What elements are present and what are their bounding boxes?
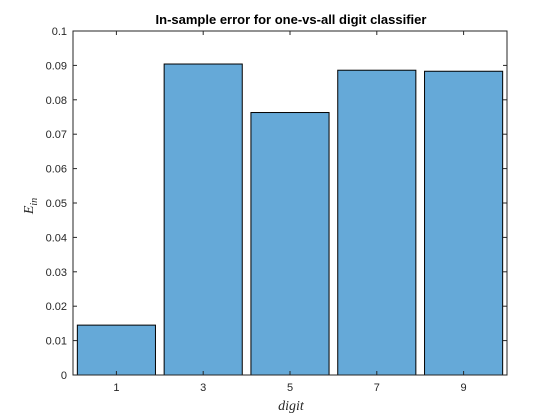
y-tick-label: 0.07 (46, 129, 67, 141)
x-tick-label: 3 (200, 382, 206, 394)
x-tick-label: 1 (113, 382, 119, 394)
bar-5 (250, 112, 330, 376)
y-tick-label: 0.01 (46, 336, 67, 348)
x-tick-label: 9 (461, 382, 467, 394)
y-tick-label: 0.06 (46, 164, 67, 176)
y-tick-label: 0.05 (46, 198, 67, 210)
y-tick-label: 0 (61, 370, 67, 382)
y-axis-label-main: E (22, 205, 37, 215)
y-tick-label: 0.08 (46, 95, 67, 107)
y-tick-label: 0.03 (46, 267, 67, 279)
y-tick-label: 0.1 (52, 26, 67, 38)
x-tick-label: 5 (287, 382, 293, 394)
bars-group (76, 63, 504, 376)
bar-3 (163, 63, 243, 376)
bar-7 (337, 69, 417, 376)
y-tick-label: 0.09 (46, 60, 67, 72)
y-axis-label-sub: in (29, 198, 40, 206)
chart-title: In-sample error for one-vs-all digit cla… (156, 12, 427, 27)
bar-1 (76, 324, 156, 376)
svg-text:Ein: Ein (22, 198, 40, 215)
y-axis-label: Ein (22, 198, 40, 215)
x-tick-label: 7 (374, 382, 380, 394)
y-axis: 0 0.01 0.02 0.03 0.04 0.05 0.06 0.07 0.08 0.09 0.1 (46, 26, 507, 382)
x-axis: 1 3 5 7 9 (113, 31, 467, 394)
bar-9 (424, 70, 504, 376)
x-axis-label: digit (278, 399, 305, 414)
plot-frame (72, 30, 508, 376)
y-tick-label: 0.04 (46, 232, 67, 244)
y-tick-label: 0.02 (46, 301, 67, 313)
